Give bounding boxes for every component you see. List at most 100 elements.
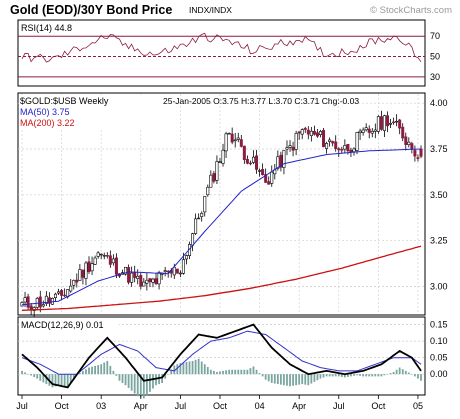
- candle-body: [224, 133, 228, 152]
- candle-body: [212, 173, 216, 182]
- macd-histogram-bar: [237, 369, 240, 375]
- candle-body: [361, 129, 365, 133]
- macd-histogram-bar: [100, 364, 103, 375]
- macd-histogram-bar: [362, 374, 365, 377]
- macd-histogram-bar: [386, 374, 389, 375]
- candle-body: [184, 255, 188, 260]
- macd-histogram-bar: [149, 374, 151, 392]
- macd-histogram-bar: [353, 374, 355, 376]
- price-tick-label: 4.00: [430, 98, 448, 108]
- macd-signal-line: [21, 330, 422, 375]
- candle-body: [331, 141, 335, 144]
- macd-histogram-bar: [209, 369, 212, 375]
- macd-histogram-bar: [334, 374, 337, 377]
- macd-histogram-bar: [88, 367, 90, 375]
- macd-histogram-bar: [267, 374, 270, 382]
- candle-body: [318, 131, 322, 135]
- macd-histogram-bar: [115, 374, 118, 376]
- rsi-layer: [18, 32, 425, 78]
- candle-body: [102, 255, 106, 257]
- macd-panel-frame: [17, 316, 426, 396]
- candle-body: [248, 162, 252, 165]
- macd-tick-label: 0.05: [430, 353, 448, 363]
- macd-histogram-bar: [356, 374, 358, 376]
- macd-histogram-bar: [347, 374, 349, 377]
- macd-histogram-bar: [228, 369, 231, 375]
- macd-histogram-bar: [316, 374, 319, 381]
- candle-body: [54, 293, 58, 298]
- candle-body: [194, 218, 198, 234]
- macd-histogram-bar: [91, 366, 93, 375]
- price-tick-label: 3.75: [430, 144, 448, 154]
- macd-histogram-bar: [246, 369, 249, 375]
- macd-histogram-bar: [27, 373, 29, 375]
- x-tick-label: Oct: [371, 401, 386, 411]
- macd-histogram-bar: [66, 374, 69, 388]
- macd-histogram-bar: [234, 369, 237, 375]
- macd-histogram-bar: [127, 374, 130, 388]
- macd-histogram-bar: [383, 374, 386, 376]
- macd-histogram-bar: [158, 374, 160, 385]
- candle-body: [163, 270, 167, 272]
- macd-histogram-bar: [57, 374, 60, 386]
- macd-histogram-bar: [130, 374, 133, 391]
- candle-body: [57, 291, 61, 294]
- candle-body: [233, 139, 237, 142]
- candle-body: [337, 148, 341, 151]
- price-tick-label: 3.00: [430, 282, 448, 292]
- macd-label-bg: [19, 319, 119, 330]
- macd-histogram-bar: [45, 374, 48, 385]
- candle-body: [334, 141, 338, 149]
- macd-histogram-bar: [155, 374, 157, 386]
- macd-histogram-bar: [337, 374, 340, 377]
- macd-histogram-bar: [36, 374, 39, 379]
- candle-body: [200, 213, 204, 217]
- macd-histogram-bar: [231, 369, 234, 375]
- candle-body: [416, 157, 420, 159]
- ma200-line: [21, 245, 422, 311]
- macd-histogram-bar: [161, 374, 164, 383]
- candle-body: [379, 116, 383, 130]
- macd-histogram-bar: [85, 369, 87, 375]
- candle-body: [410, 143, 414, 150]
- candle-body: [133, 272, 137, 278]
- candle-body: [398, 119, 402, 129]
- macd-histogram-bar: [395, 369, 398, 375]
- macd-histogram-bar: [289, 374, 291, 387]
- candle-body: [297, 131, 301, 134]
- rsi-line: [21, 32, 422, 63]
- candle-body: [322, 130, 326, 148]
- candle-body: [376, 116, 380, 132]
- macd-tick-label: 0.10: [430, 336, 448, 346]
- x-tick-label: Apr: [292, 401, 306, 411]
- x-tick-label: Oct: [213, 401, 228, 411]
- candle-body: [230, 133, 234, 143]
- candle-body: [227, 132, 231, 135]
- macd-histogram-bar: [377, 374, 380, 377]
- macd-histogram-bar: [152, 374, 154, 389]
- candle-body: [99, 253, 103, 256]
- candle-body: [261, 169, 265, 176]
- candle-body: [78, 269, 82, 281]
- macd-histogram-bar: [404, 370, 407, 375]
- rsi-label-bg: [19, 22, 81, 33]
- candle-body: [90, 263, 94, 272]
- macd-histogram-bar: [21, 370, 23, 375]
- candle-body: [407, 141, 411, 145]
- candle-body: [47, 297, 51, 304]
- macd-histogram-bar: [69, 374, 72, 384]
- macd-histogram-bar: [42, 374, 45, 383]
- candle-body: [178, 272, 182, 275]
- macd-histogram-bar: [392, 371, 395, 375]
- macd-histogram-bar: [301, 374, 304, 385]
- candle-body: [279, 154, 283, 168]
- macd-histogram-bar: [264, 374, 267, 380]
- candle-body: [325, 143, 329, 149]
- candle-body: [395, 120, 399, 123]
- macd-histogram-bar: [261, 374, 264, 377]
- price-panel-frame: [17, 92, 426, 316]
- candle-body: [340, 149, 344, 151]
- candle-body: [93, 257, 97, 265]
- candle-body: [370, 130, 374, 134]
- macd-histogram-bar: [182, 362, 185, 375]
